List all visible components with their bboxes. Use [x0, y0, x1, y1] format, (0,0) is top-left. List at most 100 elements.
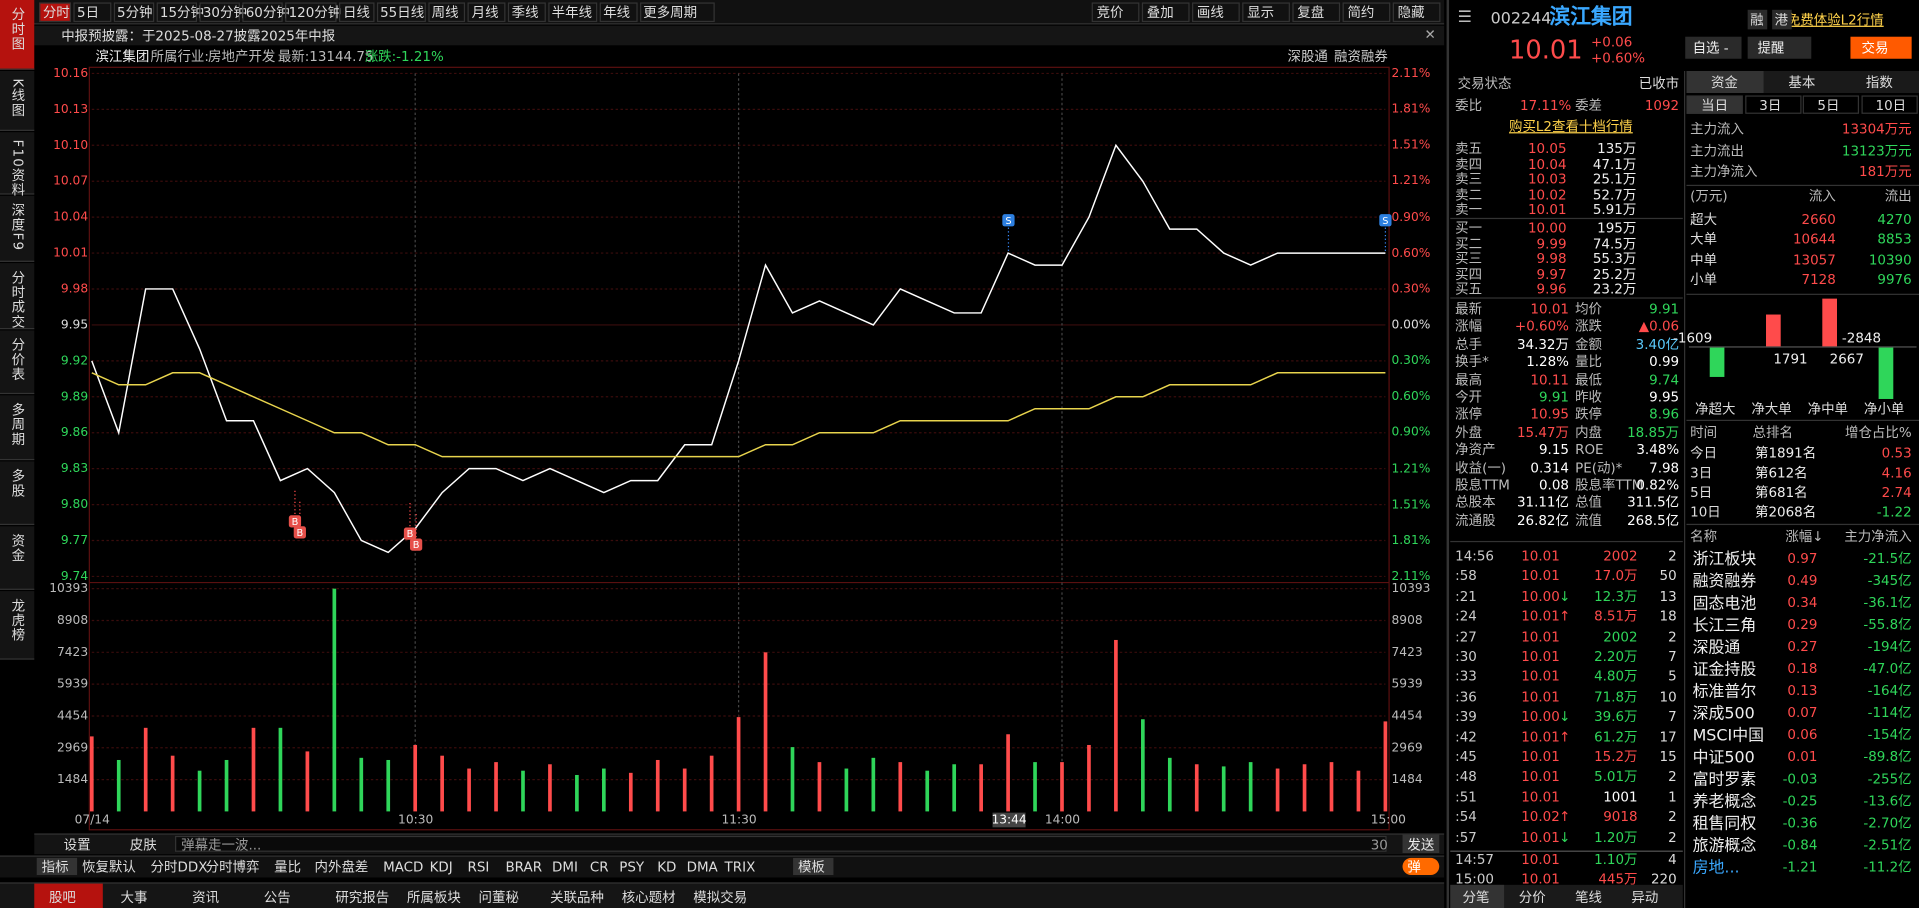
side-tab[interactable] [0, 330, 35, 395]
market-button[interactable] [1772, 9, 1792, 30]
nav-tab[interactable]: 大事 [120, 889, 148, 906]
tool-button[interactable] [1141, 2, 1190, 23]
sector-name[interactable]: 证金持股 [1692, 660, 1757, 680]
period-button[interactable] [1744, 95, 1801, 114]
send-button[interactable] [1402, 834, 1440, 854]
side-tab[interactable] [0, 0, 35, 70]
trade-tab[interactable]: 笔线 [1575, 889, 1603, 906]
sector-name[interactable]: 富时罗素 [1692, 771, 1757, 790]
period-tab[interactable] [599, 2, 638, 23]
cap-tab[interactable]: 指数 [1865, 74, 1893, 91]
close-icon[interactable]: ✕ [1424, 26, 1436, 43]
indicator[interactable]: 内外盘差 [314, 859, 369, 876]
nav-tab[interactable]: 公告 [263, 889, 291, 906]
l2-link[interactable]: 免费体验L2行情 [1786, 12, 1884, 29]
tool-button[interactable] [1292, 2, 1341, 23]
tool-button[interactable] [1392, 2, 1441, 23]
period-tab[interactable] [199, 2, 240, 23]
period-tab[interactable] [156, 2, 197, 23]
sector-name[interactable]: 养老概念 [1692, 793, 1757, 812]
sector-name[interactable]: 租售同权 [1692, 815, 1757, 834]
period-tab[interactable] [507, 2, 546, 23]
sector-name[interactable]: 浙江板块 [1692, 550, 1757, 570]
tool-button[interactable] [1342, 2, 1391, 23]
nav-tab[interactable]: 研究报告 [335, 889, 390, 906]
sector-name[interactable]: 房地... [1692, 859, 1740, 878]
tool-button[interactable] [1091, 2, 1140, 23]
skin[interactable]: 皮肤 [129, 837, 157, 854]
indicator[interactable]: PSY [619, 859, 645, 876]
danmu-toggle[interactable] [1402, 857, 1440, 876]
sector-name[interactable]: MSCI中国 [1692, 726, 1765, 746]
trade-tab[interactable]: 分价 [1518, 889, 1546, 906]
indicator[interactable]: 模板 [797, 859, 825, 876]
indicator[interactable]: MACD [383, 859, 424, 876]
menu-icon[interactable]: ☰ [1457, 8, 1472, 27]
ask-label: 卖一 [1455, 201, 1483, 218]
nav-tab[interactable]: 问董秘 [478, 889, 519, 906]
indicator[interactable]: KD [657, 859, 677, 876]
nav-tab[interactable]: 关联品种 [550, 889, 604, 906]
side-tab[interactable] [0, 461, 35, 526]
sector-name[interactable]: 深股通 [1692, 638, 1741, 658]
sector-name[interactable]: 标准普尔 [1692, 682, 1757, 702]
sector-name[interactable]: 融资融券 [1692, 572, 1757, 592]
cap-tab[interactable]: 基本 [1788, 74, 1816, 91]
indicator[interactable]: KDJ [429, 859, 453, 876]
indicator[interactable]: CR [589, 859, 609, 876]
period-tab[interactable] [547, 2, 598, 23]
side-tab[interactable] [0, 195, 35, 262]
indicator[interactable]: RSI [467, 859, 490, 876]
sector-name[interactable]: 长江三角 [1692, 616, 1757, 636]
side-tab[interactable] [0, 263, 35, 330]
period-button[interactable] [1860, 95, 1918, 114]
nav-tab[interactable]: 模拟交易 [693, 889, 748, 906]
side-tab[interactable] [0, 70, 35, 131]
indicator[interactable]: 量比 [274, 859, 302, 876]
period-tab[interactable] [242, 2, 283, 23]
period-tab[interactable] [467, 2, 506, 23]
nav-tab[interactable]: 资讯 [192, 889, 220, 906]
indicator[interactable]: TRIX [724, 859, 756, 876]
market-button[interactable] [1747, 9, 1768, 30]
l2-quote-link[interactable]: 购买L2查看十档行情 [1509, 118, 1633, 135]
trade-button[interactable] [1850, 36, 1912, 59]
side-tab[interactable] [0, 591, 35, 660]
trade-tab[interactable]: 异动 [1631, 889, 1659, 906]
trade-tab[interactable]: 分笔 [1462, 889, 1490, 906]
side-tab[interactable] [0, 132, 35, 195]
indicator[interactable]: DMI [551, 859, 578, 876]
period-tab[interactable] [376, 2, 426, 23]
period-tab[interactable] [428, 2, 466, 23]
cap-tab[interactable]: 资金 [1710, 74, 1738, 91]
watch-button[interactable] [1685, 36, 1742, 59]
indicator[interactable]: 分时DDX [150, 859, 208, 876]
period-button[interactable] [1802, 95, 1860, 114]
nav-tab[interactable]: 核心题材 [621, 889, 676, 906]
alert-button[interactable] [1747, 36, 1812, 59]
indicator[interactable]: 指标 [41, 859, 69, 876]
period-tab[interactable] [113, 2, 154, 23]
period-tab[interactable] [639, 2, 715, 23]
indicator[interactable]: 分时博弈 [205, 859, 260, 876]
sector-name[interactable]: 深成500 [1692, 704, 1755, 724]
nav-tab[interactable]: 所属板块 [406, 889, 461, 906]
tool-button[interactable] [1242, 2, 1290, 23]
period-tab[interactable] [339, 2, 374, 23]
settings[interactable]: 设置 [63, 837, 91, 854]
indicator[interactable]: 恢复默认 [81, 859, 136, 876]
danmu-input[interactable] [175, 835, 1387, 852]
sector-name[interactable]: 中证500 [1692, 748, 1755, 768]
indicator[interactable]: BRAR [505, 859, 543, 876]
side-tab[interactable] [0, 395, 35, 461]
period-tab[interactable] [39, 2, 71, 23]
tool-button[interactable] [1192, 2, 1240, 23]
sector-name[interactable]: 固态电池 [1692, 594, 1757, 614]
period-tab[interactable] [284, 2, 337, 23]
period-button[interactable] [1686, 95, 1743, 114]
side-tab[interactable] [0, 526, 35, 590]
period-tab[interactable] [73, 2, 111, 23]
sector-name[interactable]: 旅游概念 [1692, 837, 1757, 856]
nav-tab[interactable]: 股吧 [48, 889, 76, 906]
indicator[interactable]: DMA [686, 859, 718, 876]
